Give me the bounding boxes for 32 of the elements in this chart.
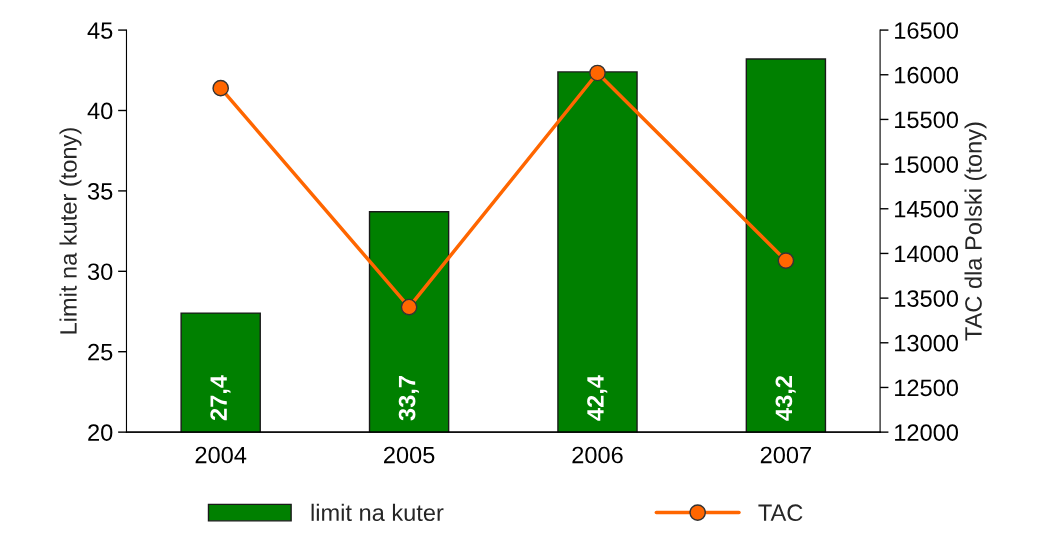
- y2-tick-label: 15000: [895, 156, 959, 173]
- y-axis-title: Limit na kuter (tony): [59, 128, 82, 334]
- legend-label: TAC: [758, 504, 803, 522]
- data-label: 43,2: [775, 376, 796, 421]
- x-tick-label: 2006: [572, 446, 623, 464]
- data-label: 33,7: [398, 376, 419, 421]
- point: [212, 79, 230, 97]
- y-tick-label: 45: [87, 22, 113, 39]
- y2-tick-label: 13500: [895, 290, 959, 307]
- point: [777, 252, 795, 269]
- y2-tick-label: 14000: [895, 245, 959, 263]
- y2-tick-label: 13000: [895, 334, 959, 352]
- y2-tick-label: 14500: [895, 200, 959, 218]
- data-label: 27,4: [210, 375, 231, 421]
- x-tick-label: 2007: [760, 446, 811, 464]
- y2-tick-label: 16000: [895, 66, 959, 84]
- y-tick-label: 40: [87, 102, 113, 120]
- point: [400, 298, 418, 316]
- legend-label: limit na kuter: [311, 503, 444, 522]
- point: [589, 64, 606, 82]
- y2-tick-label: 16500: [895, 22, 959, 39]
- y-tick-label: 25: [88, 343, 113, 361]
- y-tick-label: 30: [87, 263, 113, 281]
- y2-axis-title: TAC dla Polski (tony): [964, 122, 987, 341]
- x-tick-label: 2005: [384, 446, 435, 464]
- y2-tick-label: 12000: [895, 424, 959, 441]
- data-label: 42,4: [587, 375, 608, 421]
- y2-tick-label: 15500: [895, 111, 959, 129]
- x-tick-label: 2004: [195, 446, 247, 464]
- y-tick-label: 20: [88, 424, 113, 441]
- y-tick-label: 35: [87, 182, 113, 200]
- y2-tick-label: 12500: [895, 379, 959, 397]
